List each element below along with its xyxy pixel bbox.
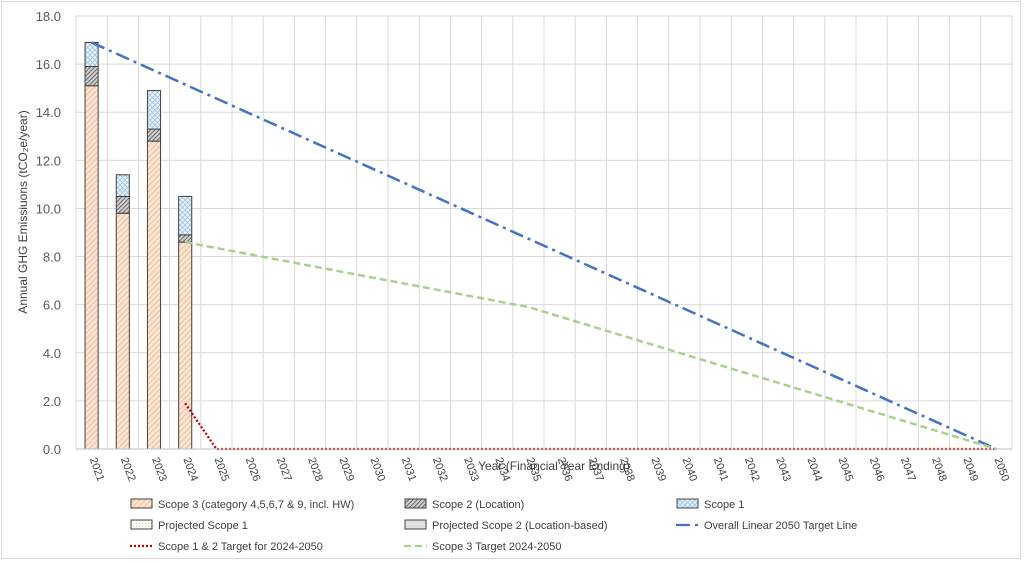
legend-label: Projected Scope 2 (Location-based) xyxy=(432,520,608,532)
x-tick-label: 2026 xyxy=(243,456,263,483)
x-tick-label: 2032 xyxy=(430,456,450,483)
y-tick-label: 18.0 xyxy=(36,9,61,24)
legend-swatch xyxy=(130,498,153,509)
x-tick-label: 2027 xyxy=(274,456,294,483)
bar-segment xyxy=(178,234,193,243)
x-tick-label: 2025 xyxy=(212,456,232,483)
x-tick-label: 2049 xyxy=(960,456,980,483)
target-lines xyxy=(91,41,997,451)
x-axis-title: Year (Financial Year Ending) xyxy=(478,459,630,473)
y-tick-label: 8.0 xyxy=(43,250,61,265)
bar-segment xyxy=(115,174,130,197)
y-tick-label: 4.0 xyxy=(43,346,61,361)
x-tick-label: 2029 xyxy=(336,456,356,483)
legend-swatch xyxy=(404,519,427,530)
y-tick-label: 12.0 xyxy=(36,153,61,168)
x-tick-label: 2023 xyxy=(149,456,169,483)
y-tick-label: 2.0 xyxy=(43,394,61,409)
x-tick-label: 2046 xyxy=(867,456,887,483)
x-tick-label: 2031 xyxy=(399,456,419,483)
x-tick-label: 2030 xyxy=(368,456,388,483)
legend-swatch xyxy=(130,519,153,530)
legend: Scope 3 (category 4,5,6,7 & 9, incl. HW)… xyxy=(130,498,857,553)
y-tick-label: 0.0 xyxy=(43,442,61,457)
target-line xyxy=(91,41,997,451)
bar-segment xyxy=(178,241,193,450)
x-tick-label: 2048 xyxy=(929,456,949,483)
bar-segment xyxy=(146,90,162,130)
bar-segment xyxy=(178,195,193,236)
bar-segment xyxy=(115,195,130,214)
bar-segment xyxy=(84,66,99,87)
x-tick-label: 2042 xyxy=(742,456,762,483)
y-tick-label: 16.0 xyxy=(36,57,61,72)
legend-label: Scope 1 & 2 Target for 2024-2050 xyxy=(158,541,323,553)
x-tick-label: 2022 xyxy=(118,456,138,483)
bar-series xyxy=(84,41,193,450)
y-tick-label: 14.0 xyxy=(36,105,61,120)
x-tick-label: 2047 xyxy=(898,456,918,483)
bar-segment xyxy=(146,140,162,450)
x-tick-label: 2045 xyxy=(836,456,856,483)
y-axis-ticks: 0.0 2.0 4.0 6.0 8.0 10.0 12.0 14.0 16.0 18.0 xyxy=(36,9,61,457)
legend-swatch xyxy=(404,498,427,509)
target-line xyxy=(184,240,997,451)
legend-label: Scope 2 (Location) xyxy=(432,499,524,511)
x-tick-label: 2021 xyxy=(87,456,107,483)
x-tick-label: 2043 xyxy=(773,456,793,483)
legend-label: Overall Linear 2050 Target Line xyxy=(704,520,857,532)
x-tick-label: 2028 xyxy=(305,456,325,483)
x-tick-label: 2040 xyxy=(680,456,700,483)
bar-segment xyxy=(84,41,99,68)
bar-segment xyxy=(115,212,130,450)
x-tick-label: 2039 xyxy=(648,456,668,483)
y-tick-label: 6.0 xyxy=(43,298,61,313)
x-tick-label: 2024 xyxy=(180,456,200,483)
legend-label: Scope 3 Target 2024-2050 xyxy=(432,541,561,553)
legend-label: Projected Scope 1 xyxy=(158,520,248,532)
legend-label: Scope 1 xyxy=(704,499,744,511)
gridlines xyxy=(75,15,1013,450)
x-tick-label: 2041 xyxy=(711,456,731,483)
legend-swatch xyxy=(676,498,699,509)
y-axis-title: Annual GHG Emissiuons (tCO₂e/year) xyxy=(16,110,30,313)
bar-segment xyxy=(84,85,99,450)
bar-segment xyxy=(146,128,162,142)
x-tick-label: 2050 xyxy=(992,456,1012,483)
target-line xyxy=(184,402,997,451)
y-tick-label: 10.0 xyxy=(36,201,61,216)
x-tick-label: 2044 xyxy=(804,456,824,483)
legend-label: Scope 3 (category 4,5,6,7 & 9, incl. HW) xyxy=(158,499,354,511)
